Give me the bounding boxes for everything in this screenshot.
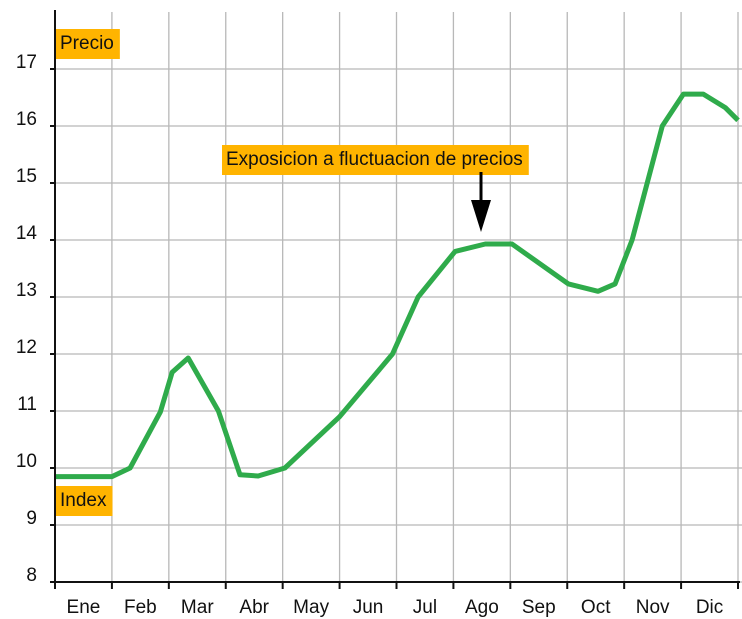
price-line: [55, 91, 740, 480]
annotation-box: [222, 145, 529, 175]
annotation-text: Precio: [60, 33, 114, 54]
arrow: [471, 172, 491, 232]
y-tick-label: 14: [16, 223, 38, 244]
y-tick-label: 9: [26, 508, 37, 529]
y-tick-label: 17: [16, 52, 37, 73]
annotation: Index: [56, 486, 113, 516]
x-tick-label: May: [293, 597, 329, 618]
annotation: Exposicion a fluctuacion de precios: [222, 145, 529, 175]
x-tick-label: Jul: [413, 597, 437, 618]
x-tick-label: Mar: [181, 597, 214, 618]
x-tick-label: Abr: [239, 597, 269, 618]
x-tick-label: Dic: [696, 597, 723, 618]
annotation-text: Exposicion a fluctuacion de precios: [226, 149, 523, 170]
x-tick-label: Oct: [581, 597, 611, 618]
grid: [50, 12, 742, 589]
annotation-box: [56, 29, 120, 59]
y-tick-label: 8: [26, 565, 37, 586]
y-tick-label: 13: [16, 280, 37, 301]
x-tick-label: Nov: [636, 597, 670, 618]
annotation-text: Index: [60, 490, 107, 511]
x-tick-label: Sep: [522, 597, 556, 618]
x-tick-label: Feb: [124, 597, 157, 618]
marks: [55, 91, 740, 480]
x-tick-label: Ene: [67, 597, 101, 618]
arrow-head: [471, 200, 491, 232]
y-tick-label: 16: [16, 109, 37, 130]
labels: 8 9 10 11 12 13 14 15 16 17 Ene Feb Mar Abr May Jun Jul A…: [16, 29, 723, 618]
y-tick-label: 11: [17, 394, 37, 415]
annotation-box: [56, 486, 113, 516]
y-tick-label: 10: [16, 451, 37, 472]
x-tick-label: Jun: [353, 597, 384, 618]
y-tick-label: 15: [16, 166, 37, 187]
y-tick-label: 12: [16, 337, 37, 358]
annotation: Precio: [56, 29, 120, 59]
x-tick-label: Ago: [465, 597, 499, 618]
